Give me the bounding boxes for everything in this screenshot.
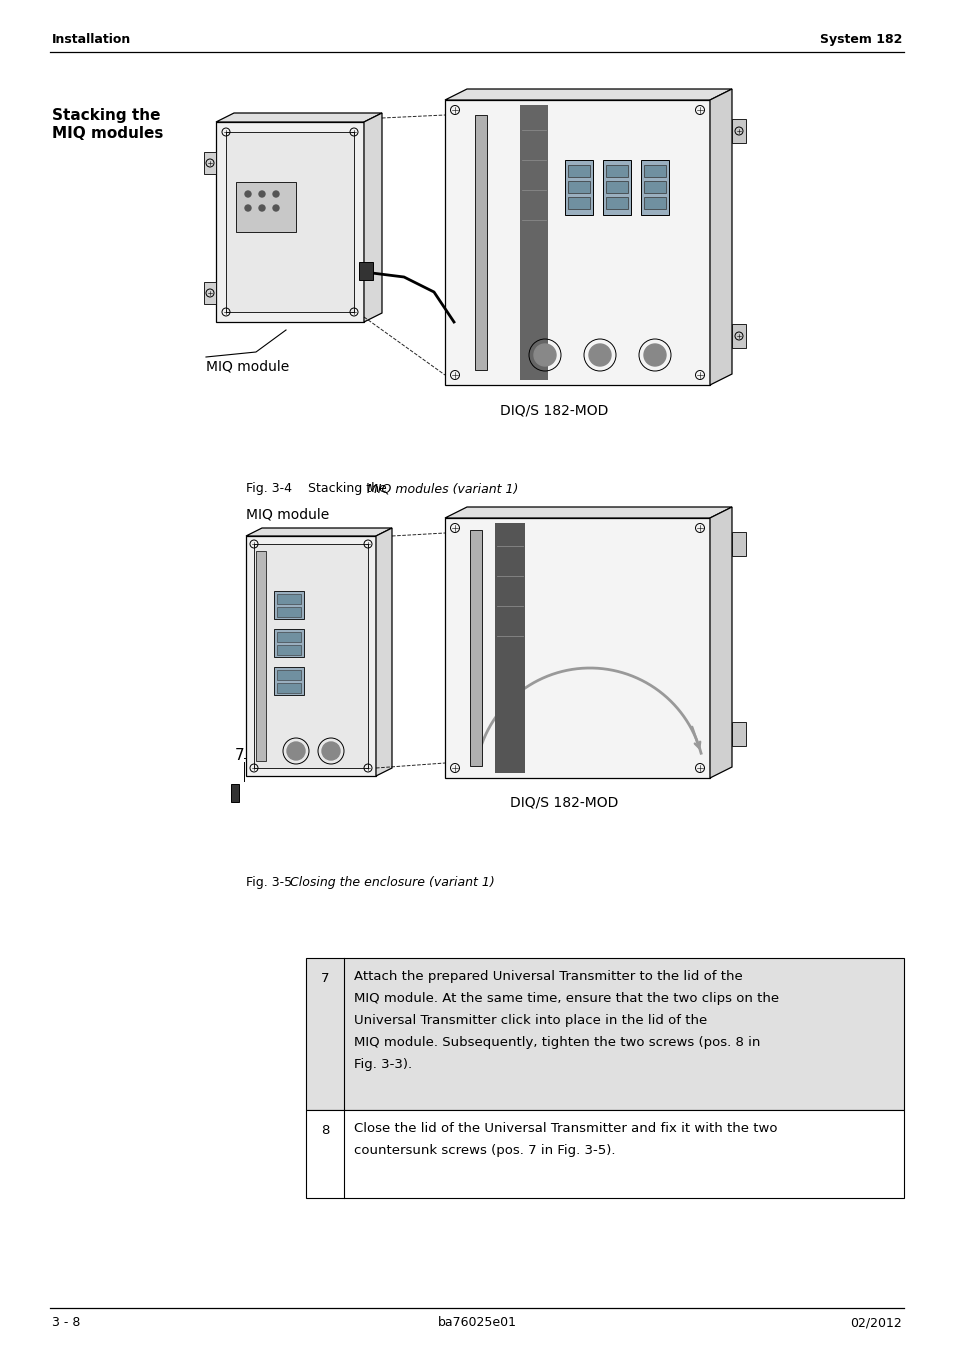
Text: Installation: Installation <box>52 32 132 46</box>
Text: 3 - 8: 3 - 8 <box>52 1316 80 1328</box>
Text: Fig. 3-3).: Fig. 3-3). <box>354 1058 412 1071</box>
Bar <box>246 536 375 776</box>
Circle shape <box>258 205 265 211</box>
Text: Fig. 3-5: Fig. 3-5 <box>246 876 308 890</box>
Text: 7: 7 <box>320 972 329 986</box>
Bar <box>605 181 627 193</box>
Bar <box>204 282 215 304</box>
Bar <box>274 591 304 620</box>
Polygon shape <box>364 113 381 323</box>
Text: DIQ/S 182-MOD: DIQ/S 182-MOD <box>510 796 618 810</box>
Bar <box>731 722 745 747</box>
Text: Fig. 3-4    Stacking the: Fig. 3-4 Stacking the <box>246 482 391 495</box>
Text: 8: 8 <box>320 1125 329 1137</box>
Bar <box>358 262 373 279</box>
Circle shape <box>245 205 251 211</box>
Bar <box>640 161 668 215</box>
Text: ba76025e01: ba76025e01 <box>437 1316 516 1328</box>
Bar <box>274 667 304 695</box>
Polygon shape <box>375 528 392 776</box>
Bar <box>276 670 301 680</box>
Polygon shape <box>444 508 731 518</box>
Circle shape <box>258 190 265 197</box>
Bar <box>643 181 665 193</box>
Polygon shape <box>246 528 392 536</box>
Text: MIQ modules: MIQ modules <box>52 126 163 140</box>
Text: System 182: System 182 <box>819 32 901 46</box>
Bar <box>643 197 665 209</box>
Circle shape <box>245 190 251 197</box>
Bar <box>475 115 486 370</box>
Circle shape <box>273 205 278 211</box>
Bar <box>306 1110 903 1197</box>
Polygon shape <box>215 113 381 122</box>
Text: Attach the prepared Universal Transmitter to the lid of the: Attach the prepared Universal Transmitte… <box>354 971 742 983</box>
Circle shape <box>273 190 278 197</box>
Bar <box>567 165 589 177</box>
Text: Close the lid of the Universal Transmitter and fix it with the two: Close the lid of the Universal Transmitt… <box>354 1122 777 1135</box>
Circle shape <box>322 743 339 760</box>
Bar <box>276 683 301 693</box>
Bar <box>602 161 630 215</box>
Bar <box>306 958 903 1110</box>
Bar <box>253 544 368 768</box>
Bar <box>444 518 709 778</box>
Bar <box>444 100 709 385</box>
Text: MIQ modules (variant 1): MIQ modules (variant 1) <box>367 482 517 495</box>
Bar <box>470 531 481 765</box>
Text: 02/2012: 02/2012 <box>849 1316 901 1328</box>
Text: MIQ module. Subsequently, tighten the two screws (pos. 8 in: MIQ module. Subsequently, tighten the tw… <box>354 1035 760 1049</box>
Bar <box>567 181 589 193</box>
Text: Closing the enclosure (variant 1): Closing the enclosure (variant 1) <box>290 876 495 890</box>
Bar <box>731 119 745 143</box>
Bar <box>276 645 301 655</box>
Bar <box>276 608 301 617</box>
Bar <box>564 161 593 215</box>
Bar <box>731 324 745 348</box>
Text: MIQ module. At the same time, ensure that the two clips on the: MIQ module. At the same time, ensure tha… <box>354 992 779 1004</box>
Polygon shape <box>444 89 731 100</box>
Bar <box>605 165 627 177</box>
Bar <box>643 165 665 177</box>
Text: Universal Transmitter click into place in the lid of the: Universal Transmitter click into place i… <box>354 1014 706 1027</box>
Bar <box>276 632 301 643</box>
Bar <box>274 629 304 657</box>
Bar <box>255 551 266 761</box>
Circle shape <box>534 344 556 366</box>
Bar <box>226 132 354 312</box>
Text: Stacking the: Stacking the <box>52 108 160 123</box>
Bar <box>231 784 239 802</box>
Polygon shape <box>709 508 731 778</box>
Text: 7: 7 <box>234 748 244 763</box>
Bar <box>519 105 547 379</box>
Bar <box>731 532 745 556</box>
Polygon shape <box>709 89 731 385</box>
Bar <box>495 522 524 774</box>
Bar <box>215 122 364 323</box>
Bar <box>235 182 295 232</box>
Text: countersunk screws (pos. 7 in Fig. 3-5).: countersunk screws (pos. 7 in Fig. 3-5). <box>354 1143 615 1157</box>
Text: MIQ module: MIQ module <box>246 508 329 522</box>
Text: MIQ module: MIQ module <box>206 360 289 374</box>
Circle shape <box>588 344 610 366</box>
Circle shape <box>287 743 305 760</box>
Circle shape <box>643 344 665 366</box>
Bar <box>276 594 301 603</box>
Bar <box>567 197 589 209</box>
Text: DIQ/S 182-MOD: DIQ/S 182-MOD <box>499 404 608 417</box>
Bar <box>605 197 627 209</box>
Bar <box>204 153 215 174</box>
